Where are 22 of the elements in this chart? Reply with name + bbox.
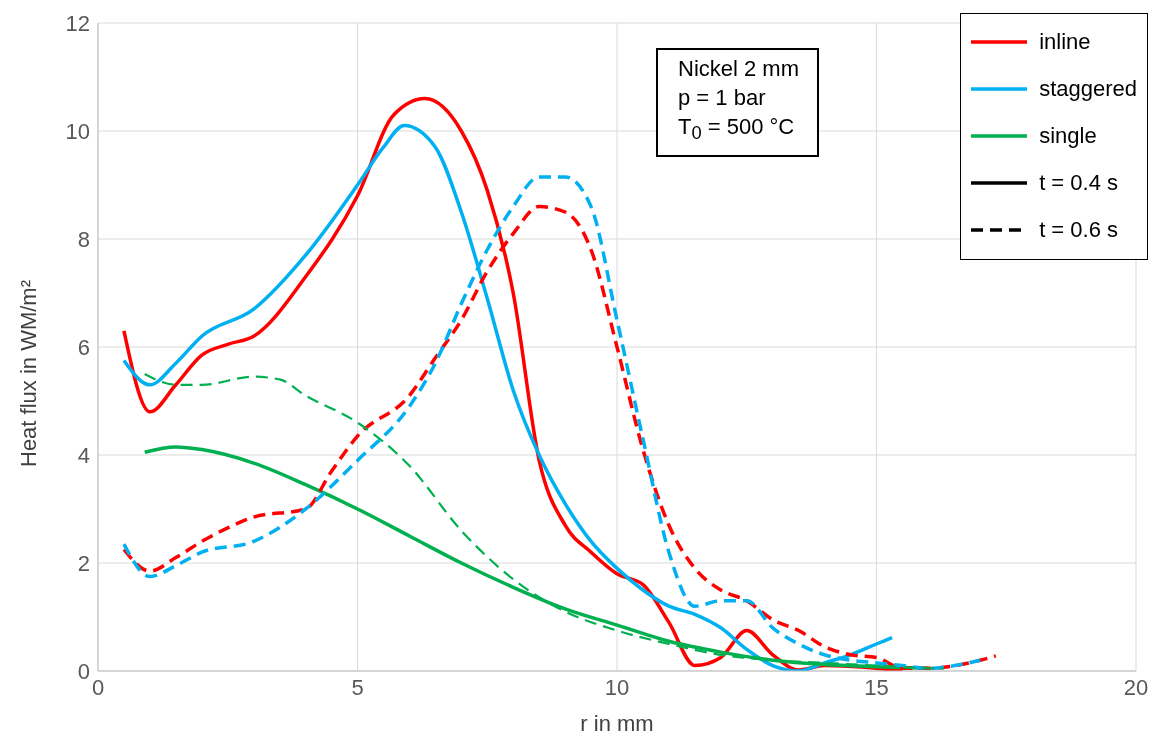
y-tick-label: 6 bbox=[77, 334, 90, 360]
legend-label: single bbox=[1039, 122, 1097, 149]
legend-label: t = 0.6 s bbox=[1039, 216, 1119, 243]
y-tick-label: 4 bbox=[77, 442, 90, 468]
annotation: T$_{0}$ = 500 °C bbox=[678, 113, 796, 146]
y-tick-label: 0 bbox=[77, 658, 90, 684]
legend-label: inline bbox=[1039, 28, 1091, 55]
y-tick-label: 12 bbox=[65, 10, 90, 36]
x-tick-label: 20 bbox=[1123, 674, 1149, 700]
y-axis-title: Heat flux in WM/m² bbox=[15, 279, 41, 467]
legend-label: staggered bbox=[1039, 75, 1137, 102]
line-series bbox=[143, 372, 946, 670]
x-tick-label: 15 bbox=[864, 674, 889, 700]
x-tick-label: 5 bbox=[351, 674, 364, 700]
legend-label: t = 0.4 s bbox=[1039, 169, 1119, 196]
y-tick-label: 2 bbox=[77, 550, 90, 576]
x-tick-label: 10 bbox=[604, 674, 630, 700]
annotation: p = 1 bar bbox=[678, 84, 767, 112]
y-tick-label: 10 bbox=[65, 118, 90, 144]
x-axis-title: r in mm bbox=[580, 711, 654, 736]
annotation: Nickel 2 mm bbox=[678, 55, 800, 83]
y-tick-label: 8 bbox=[77, 226, 90, 252]
